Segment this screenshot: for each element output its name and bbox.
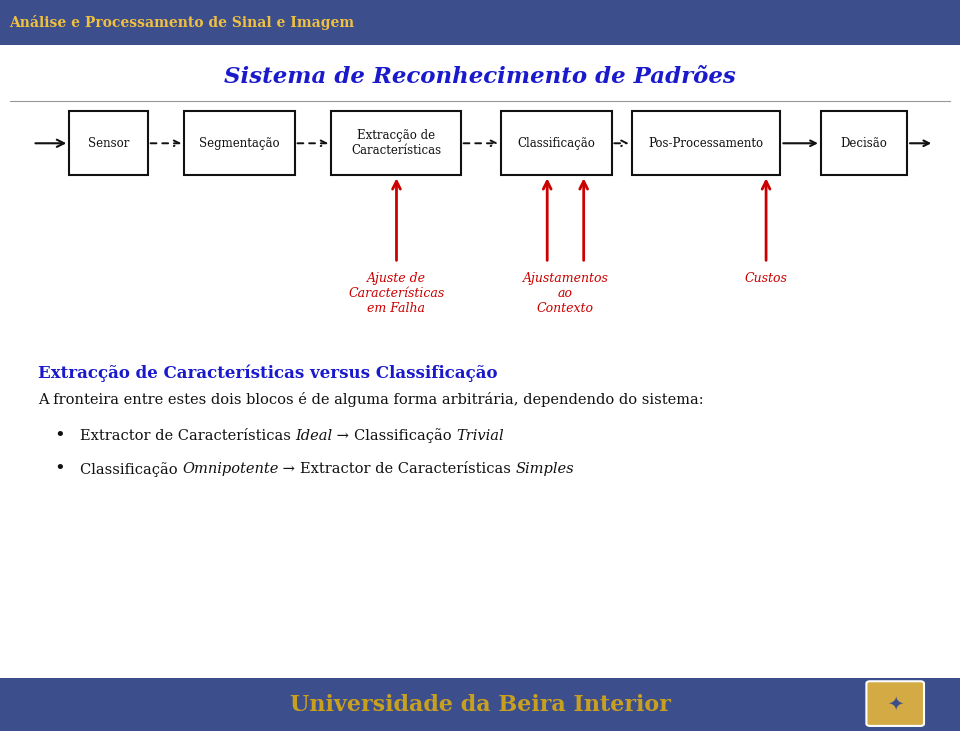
- Bar: [331, 111, 461, 175]
- Text: Segmentação: Segmentação: [200, 137, 279, 150]
- Bar: [501, 111, 612, 175]
- Text: •: •: [55, 461, 65, 478]
- Text: Universidade da Beira Interior: Universidade da Beira Interior: [290, 694, 670, 716]
- Text: Análise e Processamento de Sinal e Imagem: Análise e Processamento de Sinal e Image…: [10, 15, 355, 30]
- Bar: [184, 111, 295, 175]
- Text: Extracção de Características versus Classificação: Extracção de Características versus Clas…: [38, 364, 498, 382]
- Bar: [0, 0, 960, 45]
- Text: Classificação: Classificação: [517, 137, 595, 150]
- Text: •: •: [55, 427, 65, 444]
- Text: Omnipotente: Omnipotente: [182, 462, 278, 477]
- Text: Extracção de
Características: Extracção de Características: [351, 129, 441, 157]
- Text: Decisão: Decisão: [841, 137, 887, 150]
- Bar: [69, 111, 148, 175]
- Text: Custos: Custos: [745, 272, 787, 285]
- Bar: [0, 678, 960, 731]
- Bar: [821, 111, 907, 175]
- Text: Ajuste de
Características
em Falha: Ajuste de Características em Falha: [348, 272, 444, 315]
- Bar: [632, 111, 780, 175]
- Text: ✦: ✦: [887, 694, 903, 713]
- Text: Sistema de Reconhecimento de Padrões: Sistema de Reconhecimento de Padrões: [224, 66, 736, 88]
- Text: Extractor de Características: Extractor de Características: [300, 462, 516, 477]
- Text: →: →: [332, 428, 354, 443]
- Text: Classificação: Classificação: [80, 462, 182, 477]
- Text: Simples: Simples: [516, 462, 574, 477]
- Text: Ideal: Ideal: [295, 428, 332, 443]
- Text: Pos-Processamento: Pos-Processamento: [649, 137, 763, 150]
- Text: Extractor de Características: Extractor de Características: [80, 428, 295, 443]
- Text: Trivial: Trivial: [456, 428, 504, 443]
- Text: A fronteira entre estes dois blocos é de alguma forma arbitrária, dependendo do : A fronteira entre estes dois blocos é de…: [38, 393, 704, 407]
- Text: Classificação: Classificação: [354, 428, 456, 443]
- Text: Sensor: Sensor: [87, 137, 130, 150]
- FancyBboxPatch shape: [866, 681, 924, 726]
- Text: →: →: [278, 462, 300, 477]
- Text: Ajustamentos
ao
Contexto: Ajustamentos ao Contexto: [522, 272, 609, 315]
